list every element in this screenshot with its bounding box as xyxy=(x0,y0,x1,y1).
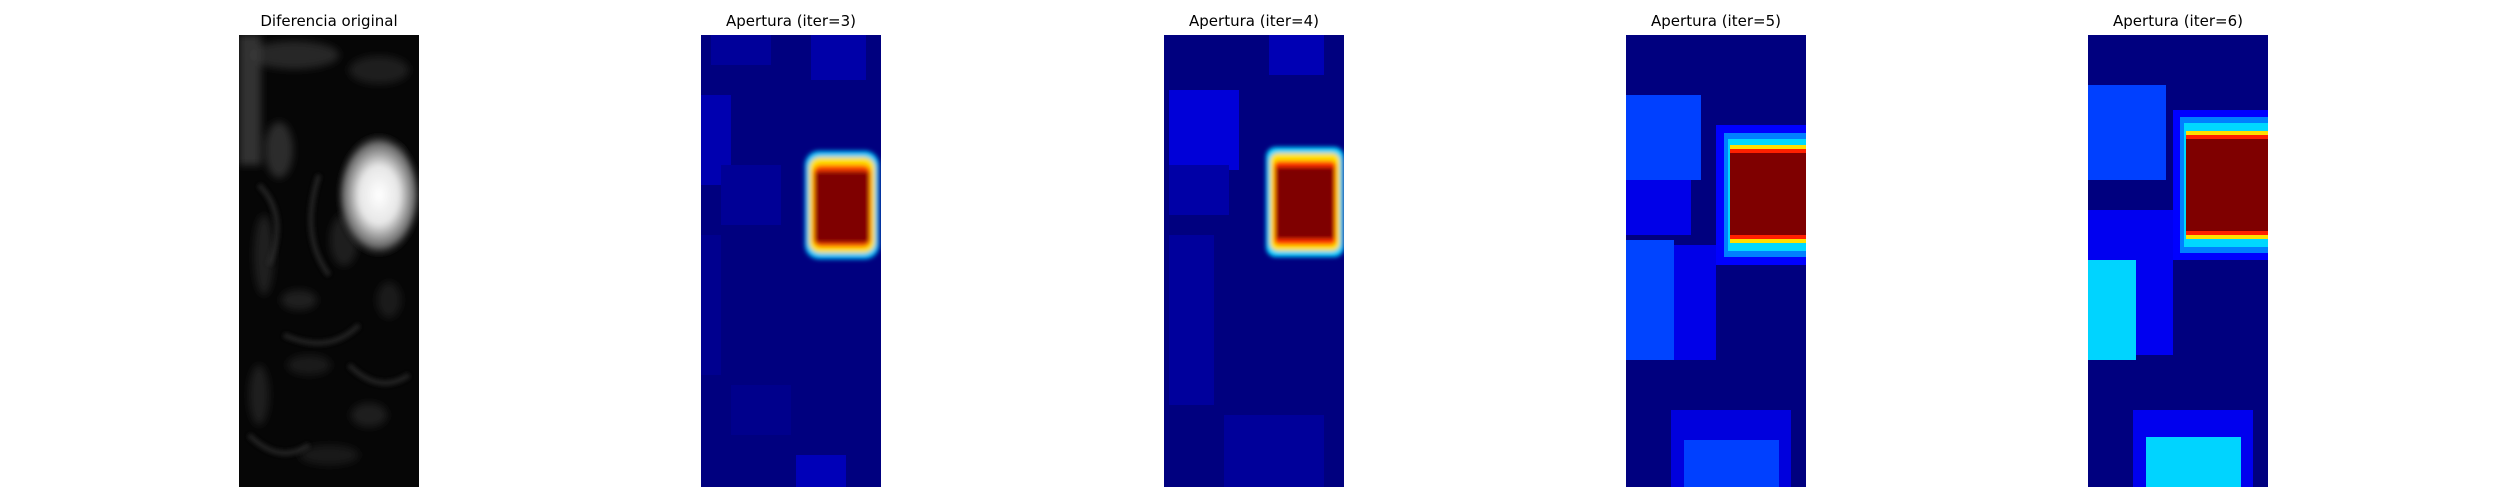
panel-iter-4: Apertura (iter=4) xyxy=(1164,0,1344,500)
panel-iter-6: Apertura (iter=6) xyxy=(2088,0,2268,500)
grayscale-image xyxy=(239,35,419,487)
panel-original: Diferencia original xyxy=(239,0,419,500)
panel-title: Diferencia original xyxy=(260,12,398,30)
panel-title: Apertura (iter=4) xyxy=(1189,12,1319,30)
jet-image xyxy=(1626,35,1806,487)
panel-iter-5: Apertura (iter=5) xyxy=(1626,0,1806,500)
panel-iter-3: Apertura (iter=3) xyxy=(701,0,881,500)
jet-image xyxy=(2088,35,2268,487)
panel-title: Apertura (iter=3) xyxy=(726,12,856,30)
jet-image xyxy=(701,35,881,487)
panel-title: Apertura (iter=6) xyxy=(2113,12,2243,30)
panel-title: Apertura (iter=5) xyxy=(1651,12,1781,30)
jet-image xyxy=(1164,35,1344,487)
